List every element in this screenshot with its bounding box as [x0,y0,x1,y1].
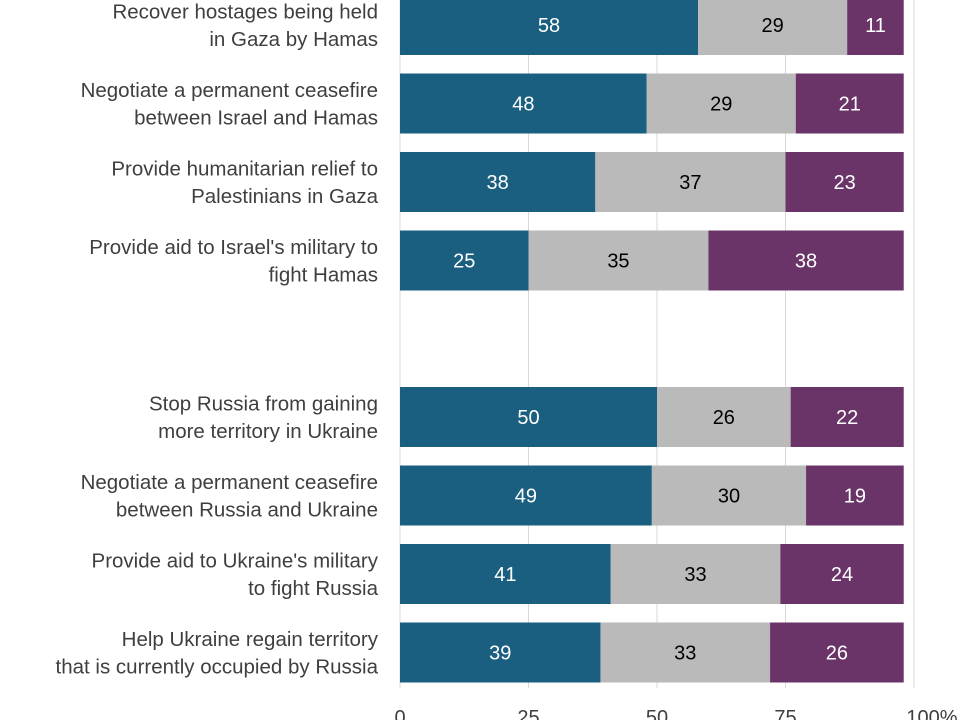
category-label: Stop Russia from gaining more territory i… [149,392,378,443]
bar-segment [795,73,904,134]
bar-segment [400,152,596,212]
bar-segment [610,544,781,604]
bar-value-label: 48 [512,94,534,116]
bar-segment [770,622,904,683]
x-tick-label: 0 [394,707,405,720]
bar-group-2: Stop Russia from gaining more territory i… [56,387,904,683]
bar-segment [400,230,529,291]
bar-value-label: 33 [674,643,696,665]
bar-segment [400,0,699,55]
bar-segment [400,622,601,683]
bar-value-label: 33 [684,564,706,586]
bar-value-label: 11 [865,15,886,37]
category-label: Provide aid to Israel's military to fight… [89,236,378,287]
bar-segment [657,387,791,447]
bar-value-label: 38 [487,172,509,194]
bar-value-label: 23 [833,172,855,194]
bar-value-label: 35 [607,251,629,273]
bar-segment [651,465,807,526]
bar-segment [847,0,904,55]
bar-segment [785,152,904,212]
category-label: Help Ukraine regain territory that is cur… [56,628,379,679]
category-label: Recover hostages being held in Gaza by Ha… [112,0,378,51]
x-tick-label: 100% [906,707,957,720]
bar-value-label: 49 [515,486,537,508]
bar-segment [400,387,657,447]
bar-value-label: 21 [839,94,861,116]
bar-value-label: 58 [538,15,560,37]
bar-value-label: 19 [844,486,866,508]
bar-segment [528,230,709,291]
bar-segment [780,544,904,604]
bar-value-label: 29 [710,94,732,116]
bar-value-label: 29 [762,15,784,37]
bar-segment [400,544,611,604]
bar-segment [400,465,652,526]
bar-value-label: 25 [453,251,475,273]
bar-segment [698,0,848,55]
category-label: Provide humanitarian relief to Palestinia… [111,157,378,208]
bar-segment [708,230,904,291]
bar-segment [400,73,647,134]
bar-value-label: 24 [831,564,853,586]
x-tick-label: 25 [517,707,539,720]
bar-segment [646,73,796,134]
x-tick-label: 75 [774,707,796,720]
bar-value-label: 26 [826,643,848,665]
category-label: Provide aid to Ukraine's military to figh… [92,549,379,600]
bar-value-label: 22 [836,407,858,429]
bar-value-label: 38 [795,251,817,273]
bar-value-label: 26 [713,407,735,429]
bar-value-label: 39 [489,643,511,665]
bar-segment [595,152,786,212]
bar-segment [790,387,904,447]
x-tick-label: 50 [646,707,668,720]
x-axis-ticks: 0 25 50 75 100% [394,707,957,725]
bar-segment [600,622,771,683]
bar-value-label: 50 [517,407,539,429]
category-label: Negotiate a permanent ceasefire between I… [81,79,378,130]
bar-value-label: 41 [494,564,516,586]
bar-value-label: 37 [679,172,701,194]
category-label: Negotiate a permanent ceasefire between R… [81,471,378,522]
bar-segment [806,465,904,526]
bar-group-1: Recover hostages being held in Gaza by Ha… [81,0,904,291]
bar-value-label: 30 [718,486,740,508]
